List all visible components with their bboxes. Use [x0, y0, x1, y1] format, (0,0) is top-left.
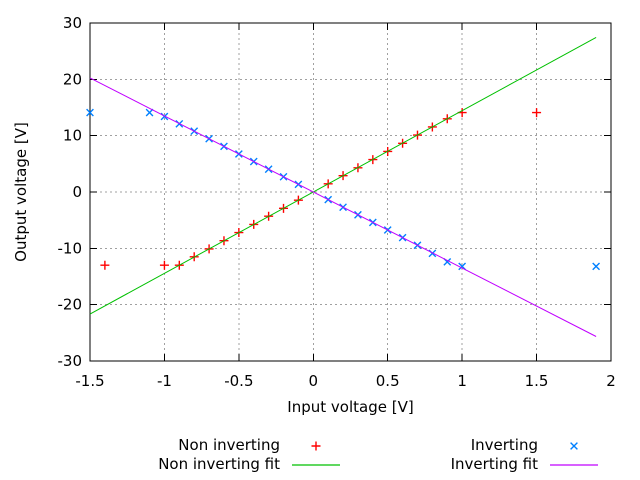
y-tick-labels: -30 -20 -10 0 10 20 30	[58, 14, 83, 370]
y-tick-label: -30	[58, 352, 83, 370]
plus-marker-icon	[159, 260, 169, 270]
x-tick-labels: -1.5 -1 -0.5 0 0.5 1 1.5 2	[75, 372, 615, 390]
y-tick-label: 10	[63, 127, 82, 145]
line-sample-icon	[550, 463, 598, 466]
x-tick-label: -0.5	[224, 372, 253, 390]
legend-label-non-inverting: Non inverting	[178, 436, 280, 454]
series-inverting	[86, 108, 601, 271]
plot-border	[89, 22, 612, 362]
legend-item-non-inverting: Non inverting	[178, 436, 340, 455]
x-tick-label: -1	[157, 372, 172, 390]
x-tick-label: 1	[457, 372, 467, 390]
legend-label-inverting: Inverting	[470, 436, 538, 454]
series-inverting-fit	[89, 77, 597, 337]
cross-marker-icon	[592, 262, 601, 271]
y-tick-label: -20	[58, 296, 83, 314]
plus-marker-icon	[100, 260, 110, 270]
legend-label-inverting-fit: Inverting fit	[450, 455, 538, 473]
x-tick-label: 2	[606, 372, 616, 390]
fit-line	[89, 36, 597, 315]
x-axis-title-text: Input voltage [V]	[287, 398, 413, 416]
cross-marker-icon	[86, 108, 94, 117]
series-non-inverting	[100, 108, 542, 270]
line-sample-icon	[292, 463, 340, 466]
plus-marker-icon	[311, 441, 321, 450]
cross-marker-icon	[570, 441, 578, 450]
x-axis-title: Input voltage [V]	[287, 398, 413, 416]
series-non-inverting-fit	[89, 36, 597, 315]
y-axis-title-text: Output voltage [V]	[12, 122, 30, 262]
legend-item-inverting: Inverting	[471, 436, 598, 455]
x-tick-label: -1.5	[75, 372, 104, 390]
x-tick-label: 0	[309, 372, 319, 390]
y-tick-label: 20	[63, 70, 82, 88]
cross-marker-icon	[145, 108, 154, 117]
plus-marker-icon	[532, 108, 542, 118]
legend-label-non-inverting-fit: Non inverting fit	[158, 455, 280, 473]
legend-item-inverting-fit: Inverting fit	[451, 455, 598, 474]
fit-line	[89, 77, 597, 337]
legend-item-non-inverting-fit: Non inverting fit	[158, 455, 340, 474]
y-tick-label: 0	[72, 183, 82, 201]
grid-lines	[90, 23, 611, 361]
cross-marker-icon	[570, 441, 578, 450]
x-tick-label: 1.5	[525, 372, 549, 390]
plus-marker-icon	[311, 441, 321, 450]
y-tick-label: 30	[63, 14, 82, 32]
y-tick-label: -10	[58, 239, 83, 257]
cross-marker-icon	[458, 262, 467, 271]
x-tick-label: 0.5	[376, 372, 400, 390]
y-axis-title: Output voltage [V]	[12, 122, 30, 262]
